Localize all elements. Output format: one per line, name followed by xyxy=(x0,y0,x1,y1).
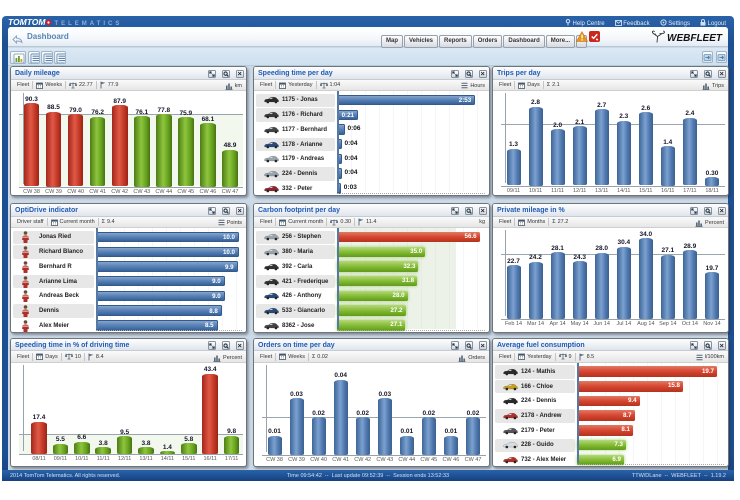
svg-text:WEBFLEET: WEBFLEET xyxy=(667,33,723,44)
